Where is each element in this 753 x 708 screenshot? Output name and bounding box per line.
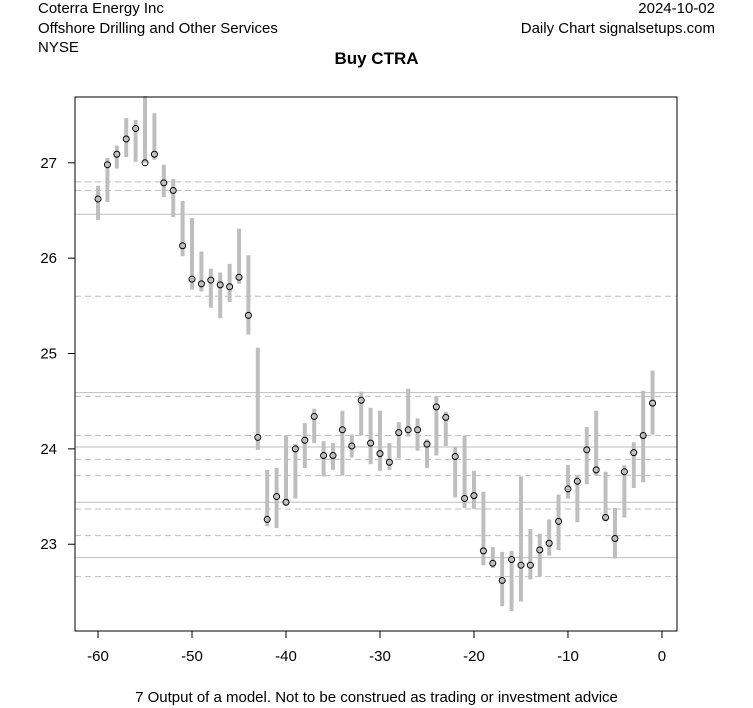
plot-frame: [74, 96, 678, 632]
close-point: [442, 413, 450, 421]
close-point: [263, 515, 271, 523]
company-name: Coterra Energy Inc: [38, 0, 164, 17]
close-point: [639, 432, 647, 440]
close-point: [583, 446, 591, 454]
close-point: [273, 493, 281, 501]
close-point: [414, 426, 422, 434]
close-point: [404, 426, 412, 434]
close-point: [385, 458, 393, 466]
close-point: [338, 426, 346, 434]
close-point: [479, 547, 487, 555]
close-point: [207, 276, 215, 284]
close-point: [357, 396, 365, 404]
close-point: [132, 124, 140, 132]
y-tick-label: 27: [40, 155, 57, 172]
exchange: NYSE: [38, 39, 79, 56]
y-tick-label: 26: [40, 250, 57, 267]
close-point: [329, 452, 337, 460]
close-point: [470, 492, 478, 500]
close-point: [573, 477, 581, 485]
close-point: [150, 150, 158, 158]
x-tick-label: -50: [181, 648, 203, 665]
close-point: [536, 546, 544, 554]
close-point: [376, 450, 384, 458]
close-point: [649, 399, 657, 407]
close-point: [235, 273, 243, 281]
close-point: [291, 445, 299, 453]
y-tick-label: 23: [40, 536, 57, 553]
close-point: [244, 311, 252, 319]
close-point: [489, 559, 497, 567]
close-point: [141, 159, 149, 167]
chart-date: 2024-10-02: [638, 0, 715, 17]
y-tick-label: 24: [40, 441, 57, 458]
close-point: [498, 576, 506, 584]
close-point: [620, 468, 628, 476]
close-point: [395, 429, 403, 437]
close-point: [526, 561, 534, 569]
close-point: [432, 403, 440, 411]
close-point: [169, 186, 177, 194]
close-point: [555, 517, 563, 525]
close-point: [461, 494, 469, 502]
close-point: [517, 561, 525, 569]
disclaimer: 7 Output of a model. Not to be construed…: [135, 689, 618, 706]
close-point: [564, 485, 572, 493]
close-point: [451, 452, 459, 460]
industry: Offshore Drilling and Other Services: [38, 20, 278, 37]
close-point: [254, 433, 262, 441]
x-tick-label: -60: [87, 648, 109, 665]
close-point: [602, 514, 610, 522]
close-point: [320, 452, 328, 460]
close-point: [423, 440, 431, 448]
close-point: [216, 281, 224, 289]
close-point: [367, 439, 375, 447]
close-point: [226, 283, 234, 291]
close-point: [508, 555, 516, 563]
close-point: [301, 436, 309, 444]
close-point: [310, 412, 318, 420]
close-point: [611, 535, 619, 543]
close-point: [197, 280, 205, 288]
x-tick-label: 0: [658, 648, 666, 665]
x-tick-label: -20: [463, 648, 485, 665]
chart-source: Daily Chart signalsetups.com: [520, 20, 715, 37]
chart-title: Buy CTRA: [334, 49, 419, 68]
close-point: [103, 161, 111, 169]
close-point: [630, 449, 638, 457]
close-point: [282, 498, 290, 506]
x-tick-label: -40: [275, 648, 297, 665]
close-point: [179, 242, 187, 250]
close-point: [545, 539, 553, 547]
close-point: [113, 150, 121, 158]
close-point: [160, 179, 168, 187]
x-tick-label: -10: [557, 648, 579, 665]
x-tick-label: -30: [369, 648, 391, 665]
close-point: [94, 195, 102, 203]
close-point: [592, 466, 600, 474]
close-point: [348, 442, 356, 450]
y-tick-label: 25: [40, 346, 57, 363]
close-point: [188, 275, 196, 283]
close-point: [122, 135, 130, 143]
